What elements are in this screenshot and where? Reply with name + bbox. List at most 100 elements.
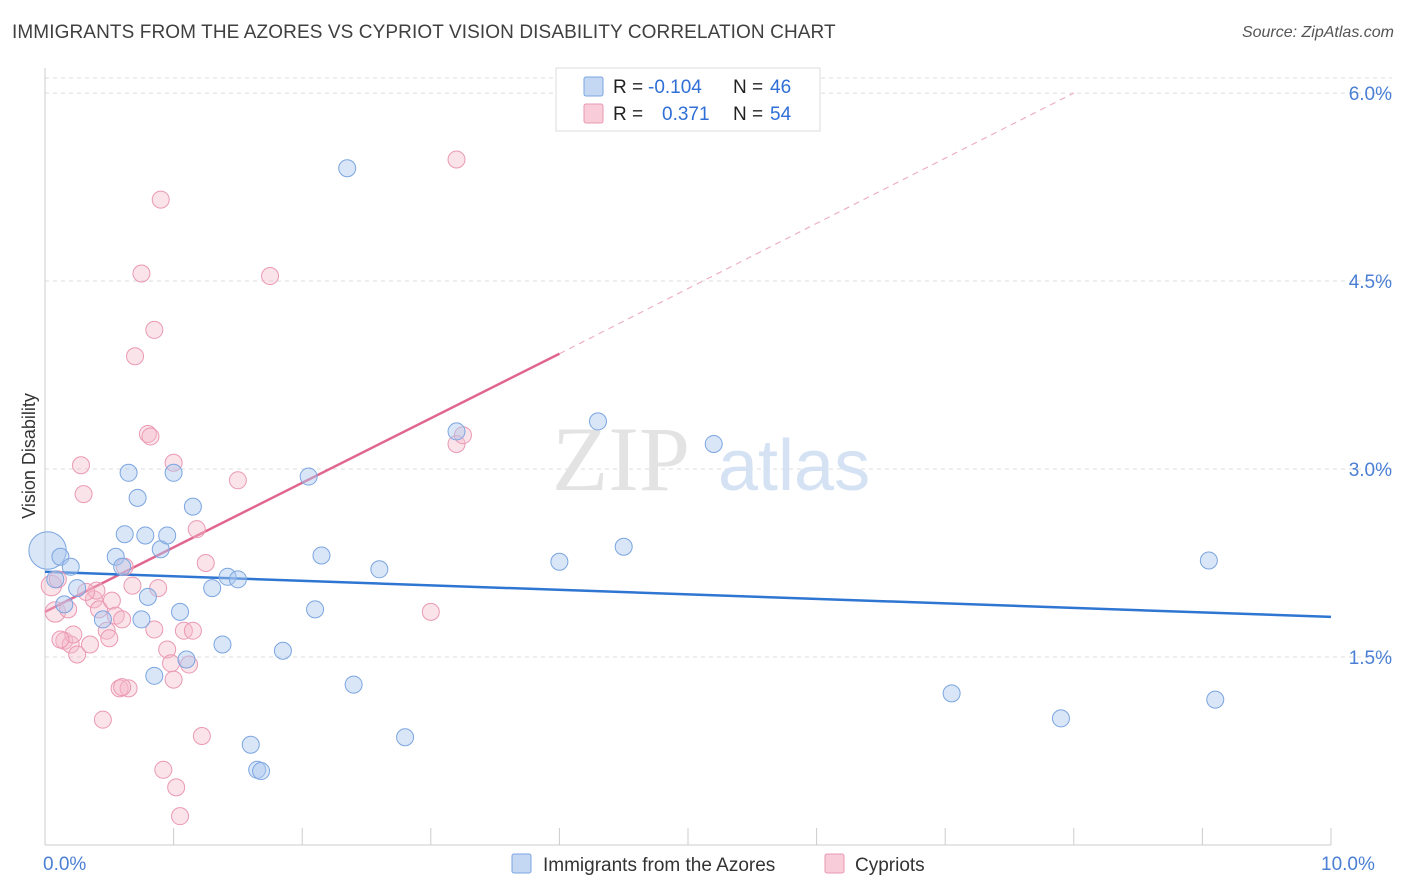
point-azores (145, 666, 164, 685)
x-tick-label-max: 10.0% (1321, 854, 1375, 875)
bottom-legend-swatch-azores (511, 853, 532, 874)
point-azores (106, 547, 125, 566)
point-cypriots (187, 520, 206, 539)
watermark-atlas: atlas (718, 426, 870, 506)
point-azores (396, 728, 415, 747)
point-azores (61, 557, 80, 576)
point-cypriots (228, 471, 247, 490)
point-azores (704, 434, 723, 453)
point-azores (299, 467, 318, 486)
point-cypriots (97, 621, 116, 640)
point-azores (241, 735, 260, 754)
x-tick-label-min: 0.0% (43, 854, 86, 875)
point-azores (68, 579, 87, 598)
point-azores (55, 595, 74, 614)
trend-lines (44, 92, 1332, 619)
point-azores (306, 600, 325, 619)
point-azores (252, 762, 271, 781)
legend-swatch-cypriots (583, 103, 604, 124)
legend-swatch-azores (583, 76, 604, 97)
point-azores (203, 579, 222, 598)
point-cypriots (113, 610, 132, 629)
point-azores (138, 587, 157, 606)
correlation-legend: R = -0.104 N = 46 R = 0.371 N = 54 (555, 67, 821, 132)
point-azores (158, 526, 177, 545)
point-cypriots (90, 600, 109, 619)
point-cypriots (72, 456, 91, 475)
point-cypriots (164, 670, 183, 689)
y-tick-label: 6.0% (1349, 84, 1392, 105)
point-azores (164, 463, 183, 482)
legend-n-value-cypriots: 54 (770, 104, 792, 125)
watermark-zip: ZIP (552, 408, 690, 510)
point-azores (338, 159, 357, 178)
point-cypriots (81, 635, 100, 654)
legend-n-value-azores: 46 (770, 77, 791, 98)
legend-n-label-azores: N = (733, 77, 763, 98)
point-cypriots (192, 726, 211, 745)
point-cypriots (421, 602, 440, 621)
point-azores (113, 557, 132, 576)
point-azores (942, 684, 961, 703)
point-azores (177, 650, 196, 669)
y-tick-label: 1.5% (1349, 648, 1392, 669)
point-cypriots (132, 264, 151, 283)
point-cypriots (447, 434, 466, 453)
point-cypriots (113, 678, 132, 697)
point-azores (46, 570, 65, 589)
point-cypriots (158, 640, 177, 659)
point-cypriots (51, 630, 70, 649)
trend-line-cypriots-extension (559, 92, 1075, 355)
point-azores (132, 610, 151, 629)
point-azores (1199, 551, 1218, 570)
point-cypriots (167, 778, 186, 797)
point-azores (1051, 709, 1070, 728)
y-axis-label: Vision Disability (19, 393, 39, 519)
point-azores (93, 610, 112, 629)
legend-r-value-cypriots: 0.371 (662, 104, 710, 125)
point-azores (447, 422, 466, 441)
point-cypriots (145, 620, 164, 639)
point-cypriots (102, 591, 121, 610)
point-cypriots (68, 645, 87, 664)
y-tick-labels: 1.5% 3.0% 4.5% 6.0% (1349, 84, 1392, 669)
x-ticks (173, 828, 1332, 845)
point-azores (344, 675, 363, 694)
point-azores (136, 526, 155, 545)
point-cypriots (196, 554, 215, 573)
point-azores (119, 463, 138, 482)
legend-n-label-cypriots: N = (733, 104, 763, 125)
point-cypriots (77, 582, 96, 601)
point-azores (550, 552, 569, 571)
chart-title: IMMIGRANTS FROM THE AZORES VS CYPRIOT VI… (12, 22, 836, 43)
point-cypriots (261, 267, 280, 286)
point-cypriots (145, 320, 164, 339)
point-cypriots (174, 621, 193, 640)
bottom-legend-label-cypriots: Cypriots (855, 855, 925, 876)
point-cypriots (138, 424, 157, 443)
point-azores (273, 641, 292, 660)
bottom-legend-label-azores: Immigrants from the Azores (543, 855, 775, 876)
chart-source: Source: ZipAtlas.com (1241, 24, 1394, 41)
point-cypriots (93, 710, 112, 729)
point-azores (171, 602, 190, 621)
point-cypriots (183, 621, 202, 640)
y-tick-label: 4.5% (1349, 272, 1392, 293)
point-cypriots (141, 427, 160, 446)
point-azores (213, 635, 232, 654)
point-cypriots (74, 485, 93, 504)
point-cypriots (154, 760, 173, 779)
point-azores (228, 570, 247, 589)
point-cypriots (447, 150, 466, 169)
y-tick-label: 3.0% (1349, 460, 1392, 481)
watermark: ZIP atlas (552, 408, 870, 510)
point-azores (218, 567, 237, 586)
point-cypriots (100, 629, 119, 648)
point-azores (128, 488, 147, 507)
legend-r-label-azores: R = (613, 77, 643, 98)
bottom-legend-swatch-cypriots (824, 853, 845, 874)
grid-lines (45, 77, 1392, 658)
point-azores (183, 497, 202, 516)
series-legend: Immigrants from the Azores Cypriots (511, 853, 925, 876)
